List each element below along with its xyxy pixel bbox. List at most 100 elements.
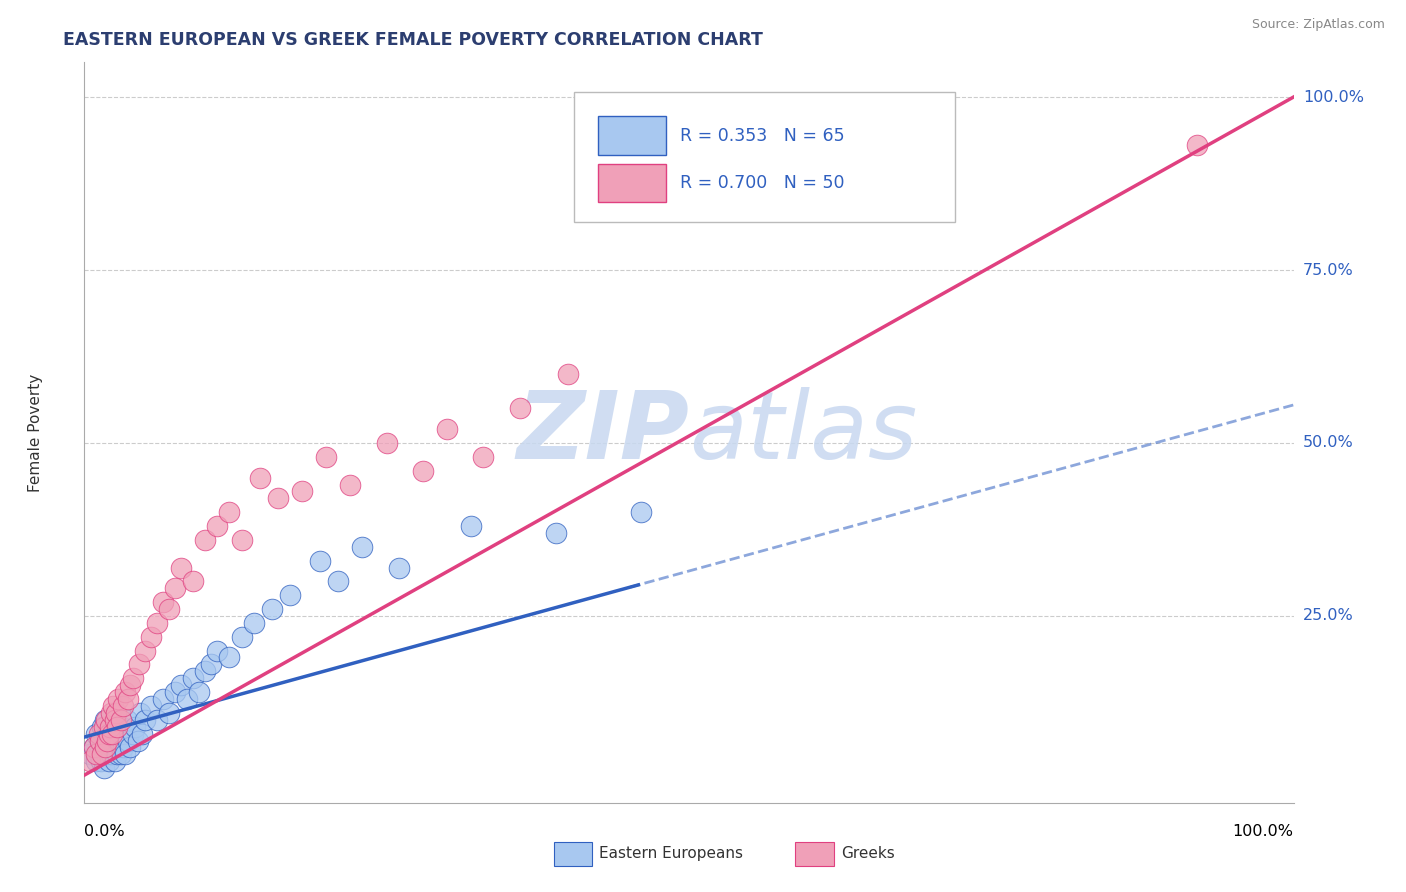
Point <box>94 740 117 755</box>
Point <box>79 747 101 762</box>
Point <box>100 726 122 740</box>
Point <box>181 574 204 589</box>
Point <box>105 720 128 734</box>
Point <box>107 692 129 706</box>
Point <box>291 484 314 499</box>
Point <box>139 698 162 713</box>
Point <box>152 692 174 706</box>
Point <box>509 401 531 416</box>
Point <box>157 706 180 720</box>
Point <box>96 726 118 740</box>
Point <box>315 450 337 464</box>
Point <box>89 733 111 747</box>
Point <box>176 692 198 706</box>
Point <box>100 747 122 762</box>
Point <box>111 720 134 734</box>
Point <box>460 519 482 533</box>
Point <box>207 643 229 657</box>
Point <box>231 533 253 547</box>
Point <box>112 740 135 755</box>
Point <box>79 754 101 768</box>
Point <box>114 685 136 699</box>
Point <box>267 491 290 506</box>
Point <box>328 574 350 589</box>
Point <box>146 615 169 630</box>
Point <box>94 733 117 747</box>
Text: 75.0%: 75.0% <box>1303 262 1354 277</box>
Point <box>97 740 120 755</box>
Point <box>375 436 398 450</box>
Point <box>83 740 105 755</box>
Point <box>630 505 652 519</box>
Point <box>110 713 132 727</box>
Point <box>218 505 240 519</box>
Point <box>94 713 117 727</box>
Point <box>544 525 567 540</box>
Point <box>93 720 115 734</box>
Point <box>104 740 127 755</box>
FancyBboxPatch shape <box>574 92 955 221</box>
Point <box>339 477 361 491</box>
Point <box>157 602 180 616</box>
Point <box>86 754 108 768</box>
Point <box>110 747 132 762</box>
Point <box>218 650 240 665</box>
Point <box>104 720 127 734</box>
FancyBboxPatch shape <box>599 164 666 202</box>
Text: 100.0%: 100.0% <box>1233 823 1294 838</box>
Point <box>260 602 283 616</box>
Point <box>194 533 217 547</box>
Point <box>91 747 114 762</box>
Point <box>1185 138 1208 153</box>
Text: atlas: atlas <box>689 387 917 478</box>
Text: Source: ZipAtlas.com: Source: ZipAtlas.com <box>1251 18 1385 31</box>
Point <box>83 740 105 755</box>
Point <box>97 754 120 768</box>
Text: 0.0%: 0.0% <box>84 823 125 838</box>
Point <box>352 540 374 554</box>
Point <box>108 733 131 747</box>
Point <box>188 685 211 699</box>
Text: ZIP: ZIP <box>516 386 689 479</box>
Point <box>557 367 579 381</box>
Point <box>388 560 411 574</box>
Point <box>134 643 156 657</box>
Point <box>146 713 169 727</box>
Point <box>249 470 271 484</box>
Point <box>90 754 112 768</box>
Point <box>86 747 108 762</box>
Point <box>152 595 174 609</box>
Point <box>114 747 136 762</box>
Text: R = 0.353   N = 65: R = 0.353 N = 65 <box>681 127 845 145</box>
Point <box>165 685 187 699</box>
Point <box>104 754 127 768</box>
Point <box>101 740 124 755</box>
Text: EASTERN EUROPEAN VS GREEK FEMALE POVERTY CORRELATION CHART: EASTERN EUROPEAN VS GREEK FEMALE POVERTY… <box>63 31 763 49</box>
Point <box>129 706 152 720</box>
Point <box>165 582 187 596</box>
Point <box>309 554 332 568</box>
Point <box>93 761 115 775</box>
Point <box>278 588 301 602</box>
Text: Eastern Europeans: Eastern Europeans <box>599 847 744 862</box>
Point <box>127 733 149 747</box>
Text: 100.0%: 100.0% <box>1303 89 1364 104</box>
Point <box>98 720 121 734</box>
Point <box>94 713 117 727</box>
Point <box>112 726 135 740</box>
Point <box>107 726 129 740</box>
Point <box>121 726 143 740</box>
Text: 50.0%: 50.0% <box>1303 435 1354 450</box>
Point <box>105 747 128 762</box>
Point <box>94 747 117 762</box>
FancyBboxPatch shape <box>599 117 666 155</box>
Text: Greeks: Greeks <box>841 847 896 862</box>
Point <box>128 657 150 672</box>
Point <box>170 560 193 574</box>
Point <box>98 720 121 734</box>
FancyBboxPatch shape <box>554 842 592 866</box>
Point <box>231 630 253 644</box>
Point <box>103 698 125 713</box>
Point <box>472 450 495 464</box>
Point <box>121 671 143 685</box>
